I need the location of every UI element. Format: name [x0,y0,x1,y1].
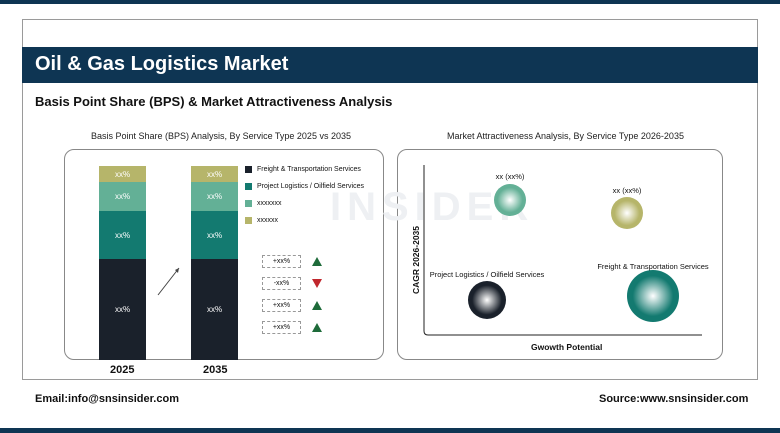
bubble-label: xx (xx%) [612,186,642,195]
bubble [627,270,679,322]
trend-arrow-icon [157,267,180,296]
bubble-label: xx (xx%) [495,172,525,181]
arrow-up-icon [312,323,322,332]
legend-item: xxxxxx [245,217,278,224]
y-axis-label: CAGR 2026-2035 [411,225,421,295]
year-label-2025: 2025 [110,364,135,376]
footer-email: Email:info@snsinsider.com [35,393,179,405]
bubble-label: Project Logistics / Oilfield Services [429,270,545,279]
change-badge: +xx% [262,299,301,312]
bps-chart-title: Basis Point Share (BPS) Analysis, By Ser… [91,131,351,141]
attractiveness-axes [423,165,702,336]
arrow-down-icon [312,279,322,288]
legend-item: xxxxxxx [245,200,282,207]
year-label-2035: 2035 [203,364,228,376]
arrow-up-icon [312,301,322,310]
bubble [468,281,506,319]
change-badge: +xx% [262,321,301,334]
bar-segment: xx% [99,182,146,211]
bar-segment: xx% [99,166,146,182]
bubble [611,197,643,229]
change-badge: -xx% [262,277,301,290]
bubble-label: Freight & Transportation Services [597,262,709,271]
bubble [494,184,526,216]
page-subtitle: Basis Point Share (BPS) & Market Attract… [35,94,393,109]
bottom-bar [0,428,780,433]
attractiveness-chart-title: Market Attractiveness Analysis, By Servi… [447,131,684,141]
bar-segment: xx% [191,211,238,259]
bar-segment: xx% [191,259,238,360]
attractiveness-panel [397,149,723,360]
legend-item: Project Logistics / Oilfield Services [245,183,364,190]
bar-segment: xx% [191,166,238,182]
footer-source: Source:www.snsinsider.com [599,393,749,405]
legend-item: Freight & Transportation Services [245,166,361,173]
change-badge: +xx% [262,255,301,268]
x-axis-label: Gwowth Potential [531,342,603,352]
top-bar [0,0,780,4]
bar-segment: xx% [99,211,146,259]
page-title: Oil & Gas Logistics Market [22,47,758,83]
bar-segment: xx% [99,259,146,360]
bar-segment: xx% [191,182,238,211]
arrow-up-icon [312,257,322,266]
